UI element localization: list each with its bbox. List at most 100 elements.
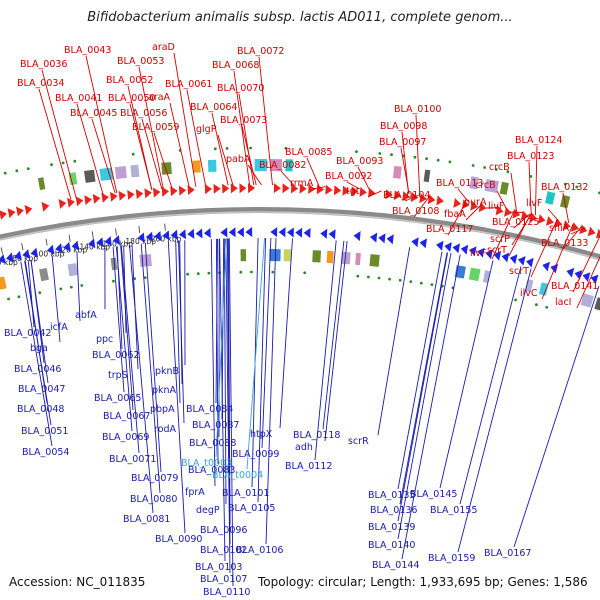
reverse-gene-arrow	[278, 227, 286, 238]
forward-gene-arrow	[351, 186, 359, 197]
feature-block-outer	[37, 177, 46, 190]
forward-gene-arrow	[84, 195, 92, 206]
feature-block-outer	[207, 159, 217, 172]
bottom-gene-label: BLA_0144	[372, 560, 419, 571]
feature-block-outer	[270, 159, 282, 172]
top-gene-label: BLA_0043	[64, 45, 111, 56]
bottom-gene-label: BLA_0102	[200, 545, 247, 556]
bottom-label-leader	[439, 260, 494, 489]
feature-block-outer	[254, 159, 267, 171]
reverse-gene-arrow	[353, 231, 361, 242]
tick-mark	[138, 225, 140, 233]
feature-block-inner	[369, 254, 380, 267]
top-gene-label: tgt	[346, 186, 360, 197]
bottom-label-leader	[178, 240, 185, 424]
forward-gene-arrow	[299, 183, 307, 194]
forward-gene-arrow	[75, 196, 84, 207]
bottom-label-leader	[51, 255, 61, 343]
top-gene-label: BLA_0061	[165, 79, 212, 90]
top-gene-label: BLA_0097	[379, 137, 426, 148]
gc-marker	[7, 297, 10, 301]
feature-block-outer	[192, 160, 201, 173]
top-gene-label: BLA_0034	[17, 78, 64, 89]
gene-labels: BLA_0036 BLA_0034 BLA_0043 BLA_0041 BLA_0045…	[4, 42, 598, 598]
forward-gene-arrow	[16, 206, 24, 217]
gc-marker	[425, 157, 428, 161]
bottom-label-leader	[140, 243, 161, 494]
bottom-label-leader	[27, 260, 35, 328]
bottom-gene-label: pbpA	[150, 404, 175, 415]
top-gene-label: crcB	[489, 162, 510, 173]
bottom-gene-label: BLA_0107	[200, 574, 247, 585]
bottom-gene-label: BLA_0105	[228, 503, 275, 514]
bottom-label-leader	[397, 253, 452, 540]
reverse-gene-arrow	[485, 249, 493, 260]
bottom-label-leader	[24, 260, 52, 426]
bottom-label-leader	[257, 237, 267, 503]
backbone-ring	[0, 207, 600, 261]
top-gene-label: glgP	[196, 124, 217, 135]
reverse-gene-arrow	[237, 227, 244, 238]
gc-marker	[73, 159, 77, 163]
bottom-label-leader	[167, 241, 186, 534]
bottom-label-leader	[225, 238, 231, 574]
forward-gene-arrow	[222, 183, 230, 194]
top-label-leader	[233, 70, 251, 186]
reverse-gene-arrow	[411, 237, 419, 248]
reverse-gene-arrow	[493, 250, 502, 261]
reverse-gene-arrow	[63, 241, 71, 252]
bottom-gene-label: BLA_0099	[232, 449, 279, 460]
feature-block-outer	[560, 194, 571, 209]
top-gene-label: scrT	[509, 266, 529, 277]
top-label-leader	[562, 192, 570, 224]
gc-marker	[535, 303, 538, 307]
bottom-gene-label: BLA_0054	[22, 447, 69, 458]
reverse-gene-arrow	[71, 240, 79, 251]
bottom-label-leader	[219, 238, 226, 562]
reverse-gene-arrow	[477, 247, 485, 258]
top-gene-label: BLA_0073	[220, 115, 267, 126]
reverse-gene-arrow	[460, 244, 469, 255]
reverse-gene-arrow	[55, 243, 63, 254]
gc-marker	[378, 152, 382, 155]
gc-marker	[430, 283, 434, 286]
feature-block-inner	[326, 250, 334, 264]
gc-marker	[514, 298, 517, 302]
forward-gene-arrow	[135, 189, 144, 199]
bottom-gene-label: trpS	[108, 370, 128, 381]
feature-block-inner	[340, 251, 351, 265]
gc-marker	[26, 167, 30, 171]
reverse-gene-arrow	[145, 231, 153, 242]
bottom-gene-label: BLA_0084	[186, 404, 233, 415]
bottom-gene-label: BLA_0112	[285, 461, 332, 472]
top-label-leader	[258, 56, 273, 186]
top-gene-label: BLA_0041	[55, 93, 102, 104]
bottom-gene-label: BLA_0088	[189, 438, 236, 449]
tick-mark	[115, 228, 117, 236]
top-gene-label: BLA_0068	[212, 60, 259, 71]
reverse-gene-arrow	[542, 261, 550, 272]
bottom-gene-label: BLA_0071	[109, 454, 156, 465]
reverse-gene-arrow	[14, 250, 22, 261]
top-gene-label: livF	[488, 201, 504, 212]
bottom-gene-label: BLA_0110	[203, 587, 250, 598]
top-label-leader	[510, 172, 517, 212]
bottom-gene-label: BLA_0118	[293, 430, 340, 441]
feature-block-inner	[355, 252, 361, 266]
gc-marker	[388, 277, 391, 281]
top-gene-label: purA	[464, 197, 487, 208]
top-label-leader	[129, 103, 153, 190]
forward-gene-arrow	[402, 191, 410, 201]
top-label-leader	[211, 112, 229, 186]
bottom-label-leader	[314, 240, 337, 461]
bottom-gene-label: BLA_0046	[14, 364, 61, 375]
top-label-leader	[491, 210, 515, 260]
top-gene-label: BLA_0141	[551, 281, 598, 292]
bottom-gene-label: BLA_0067	[103, 411, 150, 422]
top-label-leader	[457, 188, 470, 203]
top-gene-label: crcB	[475, 180, 496, 191]
reverse-gene-arrow	[526, 257, 534, 268]
top-label-leader	[85, 55, 118, 194]
top-label-leader	[241, 125, 257, 186]
top-label-leader	[415, 114, 421, 196]
